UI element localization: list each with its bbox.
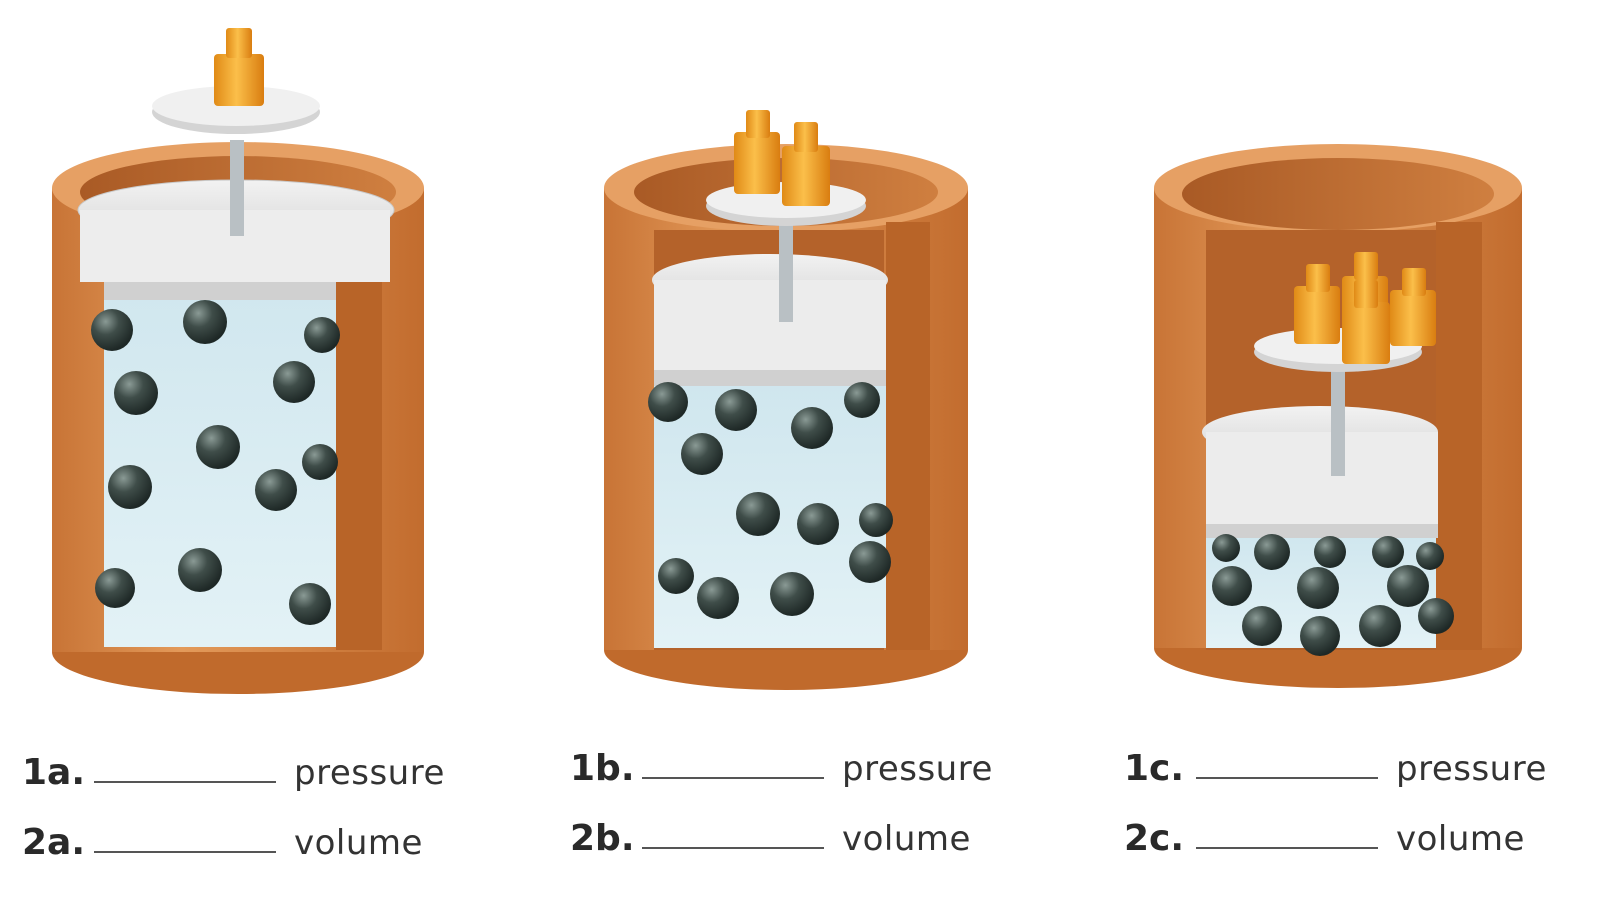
label-1b: 1b. bbox=[570, 748, 635, 789]
weight-c4 bbox=[1342, 280, 1390, 364]
label-1c: 1c. bbox=[1124, 748, 1185, 789]
cylinder-a bbox=[52, 28, 424, 694]
label-2a-row: 2a. volume bbox=[22, 822, 423, 863]
weight-b2 bbox=[782, 122, 830, 206]
answer-blank-1a[interactable] bbox=[94, 779, 276, 783]
label-2b-row: 2b. volume bbox=[570, 818, 971, 859]
weight-c3 bbox=[1390, 268, 1436, 346]
label-2c: 2c. bbox=[1124, 818, 1185, 859]
answer-blank-2b[interactable] bbox=[642, 845, 824, 849]
weight-a1 bbox=[214, 28, 264, 106]
answer-blank-1c[interactable] bbox=[1196, 775, 1378, 779]
label-1c-row: 1c. pressure bbox=[1124, 748, 1547, 789]
label-1b-row: 1b. pressure bbox=[570, 748, 993, 789]
answer-blank-2c[interactable] bbox=[1196, 845, 1378, 849]
label-pressure-a: pressure bbox=[294, 753, 445, 793]
label-volume-b: volume bbox=[842, 819, 971, 859]
molecules-a bbox=[91, 300, 340, 625]
molecules-b bbox=[648, 382, 893, 619]
answer-blank-2a[interactable] bbox=[94, 849, 276, 853]
label-1a: 1a. bbox=[22, 752, 86, 793]
label-2c-row: 2c. volume bbox=[1124, 818, 1525, 859]
label-pressure-b: pressure bbox=[842, 749, 993, 789]
label-2b: 2b. bbox=[570, 818, 635, 859]
label-volume-c: volume bbox=[1396, 819, 1525, 859]
label-volume-a: volume bbox=[294, 823, 423, 863]
label-pressure-c: pressure bbox=[1396, 749, 1547, 789]
weight-c1 bbox=[1294, 264, 1340, 344]
weight-b1 bbox=[734, 110, 780, 194]
label-1a-row: 1a. pressure bbox=[22, 752, 445, 793]
answer-blank-1b[interactable] bbox=[642, 775, 824, 779]
molecules-c bbox=[1212, 534, 1454, 656]
label-2a: 2a. bbox=[22, 822, 86, 863]
cylinder-c bbox=[1154, 144, 1522, 688]
cylinder-b bbox=[604, 110, 968, 690]
